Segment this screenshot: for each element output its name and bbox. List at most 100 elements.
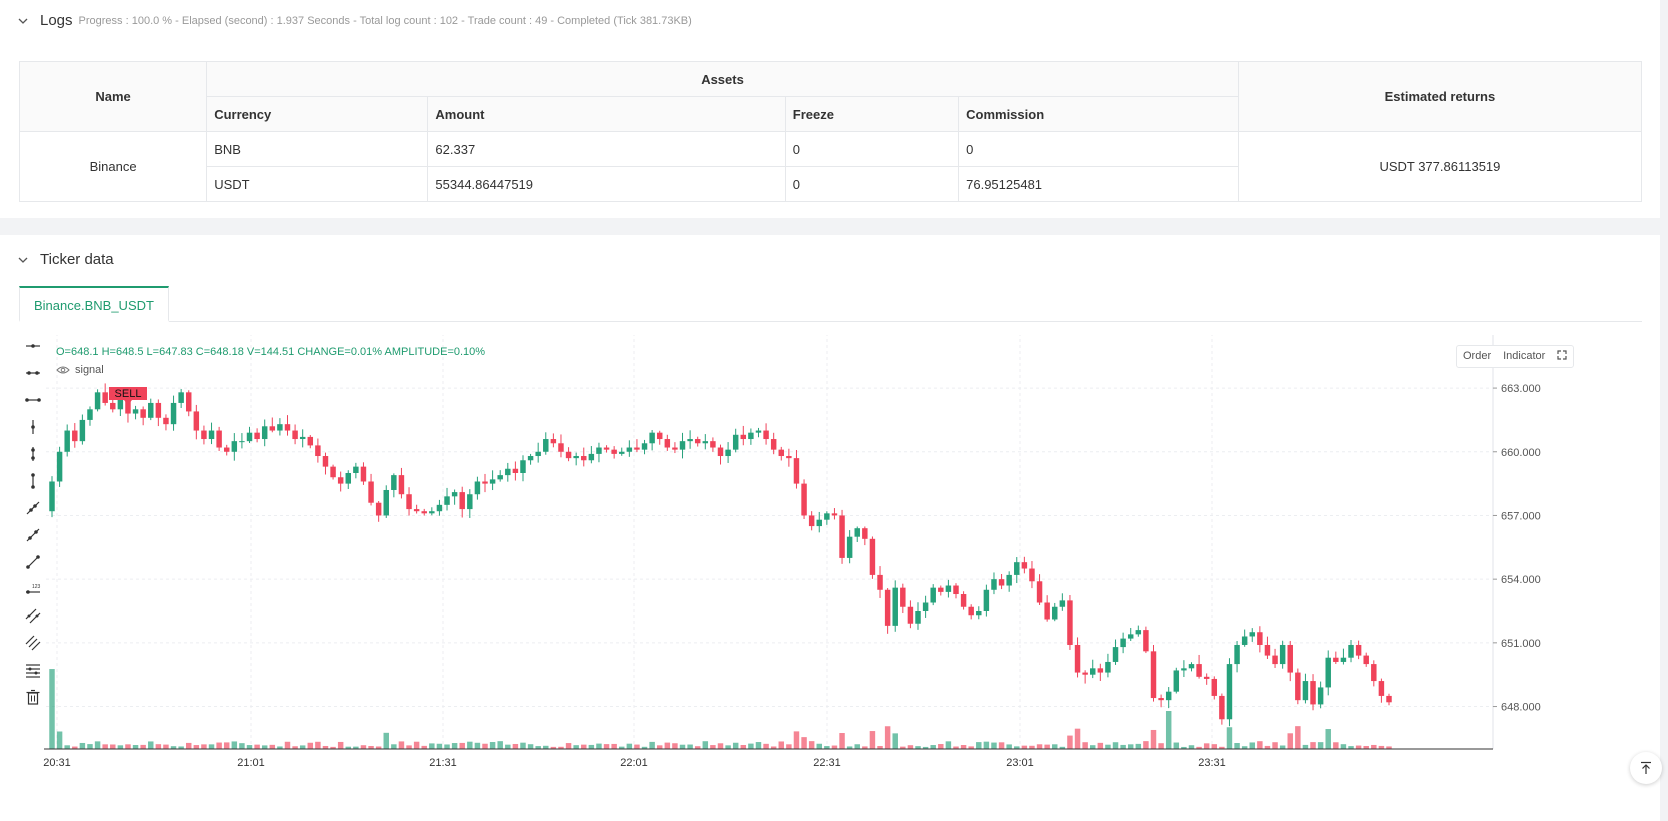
volume-bar: [998, 742, 1005, 749]
candle-body: [512, 468, 519, 473]
volume-bar: [1097, 742, 1104, 749]
horizontal-line-icon[interactable]: [20, 362, 46, 384]
y-tick-label: 654.000: [1501, 574, 1541, 586]
horizontal-segment-icon[interactable]: [20, 389, 46, 411]
volume-bar: [687, 744, 693, 749]
candle-body: [915, 611, 921, 624]
candle-body: [1295, 672, 1301, 701]
candle-body: [155, 402, 162, 418]
order-button[interactable]: Order: [1463, 350, 1492, 362]
x-tick-label: 22:31: [813, 757, 841, 769]
volume-bar: [1325, 729, 1331, 749]
candle-body: [193, 411, 200, 431]
cell-currency: USDT: [206, 166, 429, 202]
name-header: Name: [18, 61, 208, 132]
parallel-channel-icon[interactable]: [20, 605, 46, 627]
volume-bar: [72, 746, 78, 749]
fullscreen-icon[interactable]: [1551, 346, 1573, 367]
volume-bar: [474, 742, 481, 749]
ticker-header[interactable]: Ticker data: [18, 251, 114, 268]
candle-body: [1135, 630, 1142, 635]
candle-body: [1279, 644, 1286, 665]
candle-body: [672, 447, 678, 450]
candle-body: [793, 458, 800, 484]
candle-body: [687, 439, 693, 442]
candle-body: [565, 451, 572, 459]
volume-bar: [1302, 744, 1309, 749]
volume-bar: [383, 732, 389, 749]
vertical-line-icon[interactable]: [20, 443, 46, 465]
candlestick-chart[interactable]: 663.000 660.000 657.000 654.000 651.000 648.0…: [0, 335, 1660, 821]
chevron-down-icon[interactable]: [18, 16, 28, 26]
candle-body: [1188, 664, 1195, 669]
volume-bar: [1279, 745, 1286, 749]
volume-bar: [49, 669, 55, 749]
volume-bar: [915, 746, 921, 749]
candle-body: [330, 466, 336, 478]
volume-bar: [360, 745, 367, 749]
candle-body: [1272, 655, 1278, 665]
chevron-down-icon[interactable]: [18, 255, 28, 265]
volume-bar: [611, 743, 617, 749]
signal-indicator-row[interactable]: signal: [56, 364, 104, 376]
ray-icon[interactable]: [20, 497, 46, 519]
price-line-icon[interactable]: 123: [20, 578, 46, 600]
volume-bar: [869, 731, 876, 749]
volume-bar: [1219, 746, 1225, 749]
price-channel-icon[interactable]: [20, 632, 46, 654]
candle-body: [1165, 691, 1172, 701]
vertical-segment-icon[interactable]: [20, 470, 46, 492]
segment-icon[interactable]: [20, 551, 46, 573]
candle-body: [208, 430, 215, 440]
volume-bar: [1074, 728, 1081, 749]
candle-body: [1386, 695, 1392, 703]
indicator-button[interactable]: Indicator: [1503, 350, 1546, 362]
candle-body: [56, 451, 63, 482]
volume-bar: [1188, 745, 1195, 749]
eye-icon[interactable]: [56, 365, 70, 375]
candle-body: [581, 456, 587, 461]
col-amount: Amount: [427, 96, 786, 132]
candle-body: [1287, 644, 1293, 673]
logs-header[interactable]: Logs Progress : 100.0 % - Elapsed (secon…: [18, 12, 692, 29]
volume-bar: [535, 746, 541, 749]
volume-bar: [748, 743, 754, 749]
candle-body: [497, 475, 503, 480]
candle-body: [360, 466, 367, 482]
vertical-ray-icon[interactable]: [20, 416, 46, 438]
fibonacci-line-icon[interactable]: [20, 659, 46, 681]
trash-icon[interactable]: [20, 686, 46, 708]
volume-bar: [1029, 745, 1035, 749]
straight-line-icon[interactable]: [20, 524, 46, 546]
candle-body: [626, 447, 633, 452]
candle-body: [520, 460, 526, 473]
volume-bar: [573, 745, 579, 749]
horizontal-ray-icon[interactable]: [20, 335, 46, 357]
volume-bar: [619, 746, 625, 749]
candle-body: [459, 492, 465, 510]
candle-body: [254, 432, 260, 440]
volume-bar: [1014, 746, 1020, 749]
candle-body: [603, 447, 610, 450]
exchange-name: Binance: [18, 131, 208, 202]
volume-bar: [87, 744, 93, 749]
volume-bar: [839, 733, 845, 749]
candle-body: [1112, 647, 1119, 662]
volume-bar: [1295, 726, 1301, 749]
volume-bar: [201, 744, 207, 749]
candle-body: [808, 515, 815, 527]
candle-body: [801, 483, 807, 516]
volume-bar: [763, 743, 769, 749]
tab-binance-bnb-usdt[interactable]: Binance.BNB_USDT: [19, 286, 169, 322]
candle-body: [505, 468, 511, 476]
ticker-title: Ticker data: [40, 251, 114, 268]
candle-body: [398, 475, 405, 495]
volume-bar: [1363, 745, 1369, 749]
candle-body: [383, 489, 389, 516]
candle-body: [938, 587, 944, 592]
scroll-to-top-button[interactable]: [1630, 752, 1662, 784]
candle-body: [862, 528, 868, 539]
volume-bar: [907, 745, 914, 749]
volume-bar: [459, 742, 465, 749]
volume-bar: [163, 744, 169, 749]
